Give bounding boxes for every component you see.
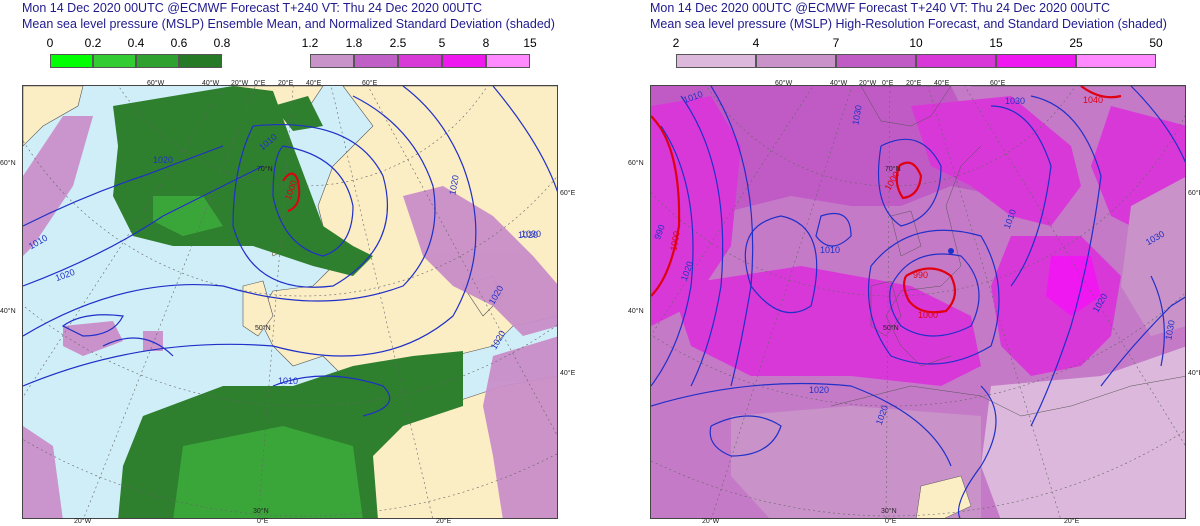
left-right-lat-label: 40°E — [560, 370, 576, 377]
left-low-contour — [282, 172, 301, 212]
right-bottom-lon-label: 0°E — [885, 518, 897, 525]
right-top-lon-label: 60°E — [990, 80, 1006, 87]
right-map-canvas — [651, 86, 1185, 518]
right-top-lon-label: 20°E — [906, 80, 922, 87]
left-top-lon-label: 40°W — [202, 80, 220, 87]
right-top-lon-label: 0°E — [882, 80, 894, 87]
right-bottom-lon-label: 20°E — [1064, 518, 1080, 525]
right-scale-swatch — [836, 54, 916, 68]
left-right-lat-label: 60°E — [560, 190, 576, 197]
right-scale-tick-label: 15 — [989, 36, 1003, 50]
right-top-lon-label: 20°W — [859, 80, 877, 87]
left-bottom-lon-label: 0°E — [257, 518, 269, 525]
right-isobars — [651, 86, 1185, 518]
right-inner-lat-label: 70°N — [885, 166, 901, 173]
left-isobar-label: 1030 — [521, 229, 542, 239]
green-scale-tick-label: 0.6 — [170, 36, 188, 50]
left-title-line1: Mon 14 Dec 2020 00UTC @ECMWF Forecast T+… — [22, 1, 482, 15]
right-title-line1: Mon 14 Dec 2020 00UTC @ECMWF Forecast T+… — [650, 1, 1110, 15]
green-scale-swatch — [93, 54, 136, 68]
left-inner-lat-label: 70°N — [257, 166, 273, 173]
purple-scale-tick-label: 15 — [523, 36, 537, 50]
right-right-lat-label: 40°E — [1188, 370, 1200, 377]
right-title-line2: Mean sea level pressure (MSLP) High-Reso… — [650, 17, 1167, 31]
left-bottom-lon-label: 20°E — [436, 518, 452, 525]
left-top-lon-label: 0°E — [254, 80, 266, 87]
left-graticule — [23, 86, 557, 518]
left-isobar-label: 1020 — [153, 155, 174, 165]
right-bottom-lon-label: 20°W — [702, 518, 720, 525]
right-scale-tick-label: 4 — [752, 36, 760, 50]
green-scale-swatch — [136, 54, 179, 68]
right-low-contours — [651, 86, 1122, 314]
left-isobar-label: 1020 — [518, 230, 539, 240]
left-top-lon-label: 20°W — [231, 80, 249, 87]
right-inner-lat-label: 50°N — [883, 325, 899, 332]
purple-scale-swatch — [354, 54, 398, 68]
left-title-line2: Mean sea level pressure (MSLP) Ensemble … — [22, 17, 555, 31]
left-left-lat-label: 60°N — [0, 160, 16, 167]
right-isobar-label: 990 — [913, 270, 929, 280]
purple-scale-tick-label: 1.8 — [345, 36, 363, 50]
right-left-lat-label: 60°N — [628, 160, 644, 167]
right-graticule — [651, 86, 1185, 518]
right-isobar-label: 1010 — [820, 245, 841, 255]
right-top-lon-label: 40°W — [830, 80, 848, 87]
purple-scale-tick-label: 8 — [482, 36, 490, 50]
left-top-lon-label: 60°W — [147, 80, 165, 87]
left-left-lat-label: 40°N — [0, 308, 16, 315]
right-isobar-label: 1000 — [918, 310, 939, 320]
right-scale-tick-label: 2 — [672, 36, 680, 50]
left-map — [22, 85, 558, 519]
right-map — [650, 85, 1186, 519]
right-top-lon-label: 60°W — [775, 80, 793, 87]
right-scale-tick-label: 25 — [1069, 36, 1083, 50]
purple-scale-swatch — [398, 54, 442, 68]
purple-scale-swatch — [310, 54, 354, 68]
purple-scale-swatch — [486, 54, 530, 68]
right-scale-swatch — [756, 54, 836, 68]
right-isobar-label: 1040 — [1083, 95, 1104, 105]
right-top-lon-label: 40°E — [934, 80, 950, 87]
right-scale-swatch — [676, 54, 756, 68]
left-isobars — [23, 86, 557, 417]
right-isobar-label: 1020 — [809, 385, 830, 395]
left-bottom-lon-label: 20°W — [74, 518, 92, 525]
green-scale-swatch — [50, 54, 93, 68]
green-scale-tick-label: 0.8 — [213, 36, 231, 50]
right-scale-tick-label: 10 — [909, 36, 923, 50]
right-center-dot — [948, 248, 954, 254]
right-scale-tick-label: 50 — [1149, 36, 1163, 50]
left-top-lon-label: 20°E — [278, 80, 294, 87]
left-inner-lat-label: 50°N — [255, 325, 271, 332]
right-scale-swatch — [996, 54, 1076, 68]
right-inner-lat-label: 30°N — [881, 508, 897, 515]
right-isobar-label: 1030 — [1005, 96, 1026, 106]
green-scale-tick-label: 0.4 — [127, 36, 145, 50]
purple-scale-tick-label: 2.5 — [389, 36, 407, 50]
green-scale-swatch — [179, 54, 222, 68]
left-top-lon-label: 60°E — [362, 80, 378, 87]
green-scale-tick-label: 0.2 — [84, 36, 102, 50]
left-top-lon-label: 40°E — [306, 80, 322, 87]
right-right-lat-label: 60°E — [1188, 190, 1200, 197]
right-scale-swatch — [1076, 54, 1156, 68]
left-isobar-label: 1010 — [278, 376, 299, 386]
purple-scale-tick-label: 5 — [438, 36, 446, 50]
right-shading — [651, 86, 1185, 518]
right-land-patch — [916, 475, 972, 518]
left-purple-shading — [23, 116, 557, 518]
right-scale-swatch — [916, 54, 996, 68]
purple-scale-swatch — [442, 54, 486, 68]
left-map-canvas — [23, 86, 557, 518]
green-scale-tick-label: 0 — [46, 36, 54, 50]
left-green-shading — [113, 86, 463, 518]
right-scale-tick-label: 7 — [832, 36, 840, 50]
purple-scale-tick-label: 1.2 — [301, 36, 319, 50]
right-left-lat-label: 40°N — [628, 308, 644, 315]
left-inner-lat-label: 30°N — [253, 508, 269, 515]
